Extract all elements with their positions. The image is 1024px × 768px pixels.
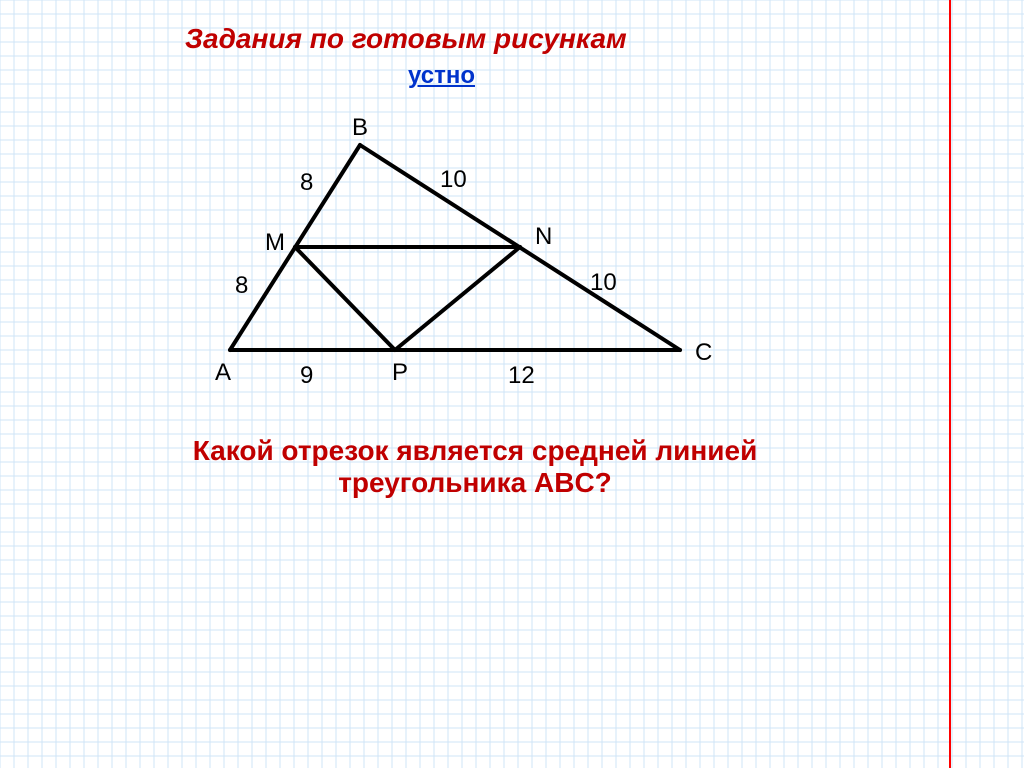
title: Задания по готовым рисункам xyxy=(185,23,627,55)
side-label-5: 12 xyxy=(508,362,535,389)
vertex-label-B: B xyxy=(352,115,368,141)
side-label-0: 8 xyxy=(300,169,313,196)
question-line2: треугольника ABC? xyxy=(338,467,612,498)
side-label-3: 10 xyxy=(590,269,617,296)
question-line1: Какой отрезок является средней линией xyxy=(193,435,758,466)
triangle-diagram: A B C M N P 8 8 10 10 9 12 xyxy=(160,115,720,405)
subtitle: устно xyxy=(408,62,475,90)
question-text: Какой отрезок является средней линией тр… xyxy=(125,435,825,499)
vertex-label-N: N xyxy=(535,223,552,250)
side-label-2: 10 xyxy=(440,166,467,193)
side-label-4: 9 xyxy=(300,362,313,389)
side-label-1: 8 xyxy=(235,272,248,299)
vertex-label-M: M xyxy=(265,229,285,256)
vertex-label-A: A xyxy=(215,359,231,386)
vertex-label-C: C xyxy=(695,339,712,366)
vertex-label-P: P xyxy=(392,359,408,386)
